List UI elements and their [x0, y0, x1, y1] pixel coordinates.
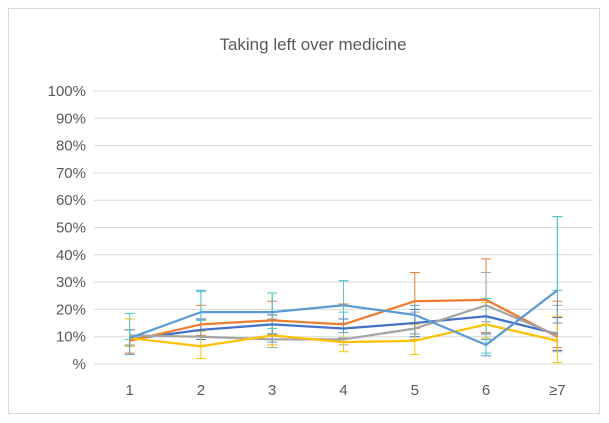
- chart-svg: Taking left over medicine % 10% 20% 30% 40% 5…: [9, 9, 601, 415]
- y-tick-label: 80%: [56, 138, 86, 155]
- error-bars: [125, 217, 563, 363]
- y-tick-label: 40%: [56, 247, 86, 264]
- y-tick-label: 100%: [48, 83, 86, 100]
- y-tick-label: 30%: [56, 274, 86, 291]
- error-bar: [196, 292, 206, 321]
- x-tick-label: 6: [482, 382, 490, 399]
- y-tick-label: 70%: [56, 165, 86, 182]
- x-tick-label: 3: [268, 382, 276, 399]
- error-bar: [339, 281, 349, 312]
- y-tick-label: %: [73, 356, 86, 373]
- y-tick-label: 60%: [56, 192, 86, 209]
- chart-title: Taking left over medicine: [219, 35, 406, 54]
- y-tick-label: 20%: [56, 301, 86, 318]
- x-tick-label: ≥7: [549, 382, 566, 399]
- chart-frame: Taking left over medicine % 10% 20% 30% 40% 5…: [8, 8, 600, 414]
- y-tick-label: 10%: [56, 329, 86, 346]
- x-tick-label: 5: [411, 382, 419, 399]
- x-tick-label: 1: [125, 382, 133, 399]
- x-tick-label: 4: [339, 382, 347, 399]
- y-axis-ticks: % 10% 20% 30% 40% 50% 60% 70% 80% 90% 100%: [48, 83, 86, 373]
- y-tick-label: 50%: [56, 220, 86, 237]
- x-tick-label: 2: [197, 382, 205, 399]
- x-axis-ticks: 1 2 3 4 5 6 ≥7: [125, 382, 565, 399]
- y-tick-label: 90%: [56, 110, 86, 127]
